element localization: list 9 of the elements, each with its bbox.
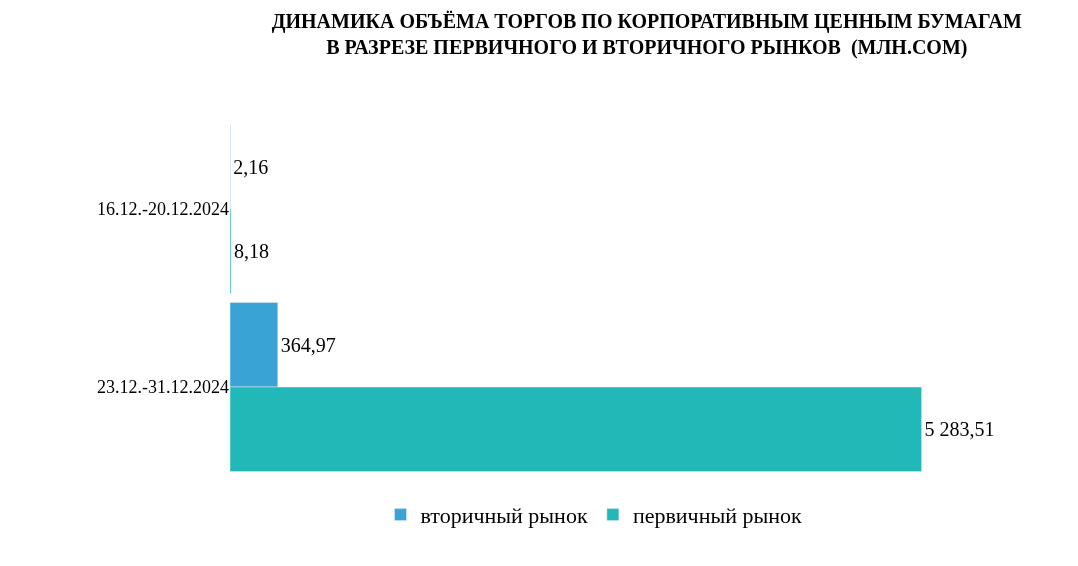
y-tick-label: 23.12.-31.12.2024	[97, 377, 229, 398]
data-label: 2,16	[233, 155, 269, 178]
data-label: 364,97	[280, 333, 336, 356]
y-tick-label: 16.12.-20.12.2024	[97, 199, 229, 220]
data-label: 8,18	[234, 240, 270, 263]
legend-label: первичный рынок	[632, 503, 803, 529]
data-label: 5 283,51	[924, 418, 995, 441]
legend-label: вторичный рынок	[420, 503, 588, 529]
chart-title: ДИНАМИКА ОБЪЁМА ТОРГОВ ПО КОРПОРАТИВНЫМ ЦЕННЫМ БУМАГАМ В РАЗРЕЗЕ ПЕРВИЧНОГО И ВТОРИЧНОГО РЫНКОВ (МЛН.СОМ)	[271, 10, 1023, 60]
